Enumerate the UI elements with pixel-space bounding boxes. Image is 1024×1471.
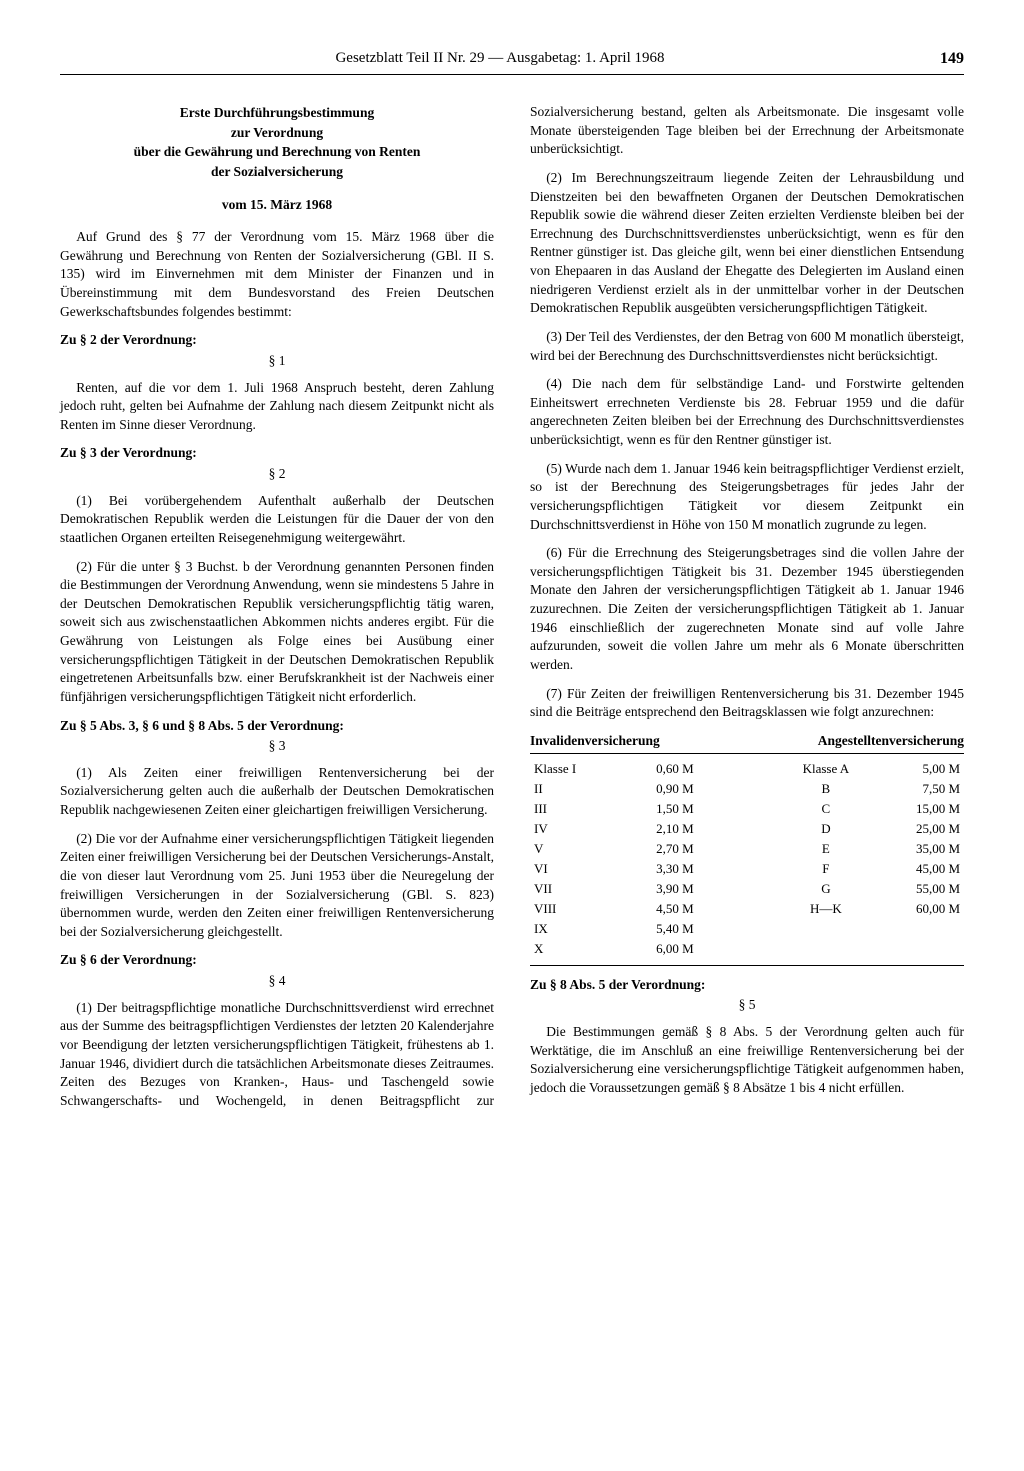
section-4-p6: (6) Für die Errechnung des Steigerungsbe…	[530, 544, 964, 674]
section-4-p7: (7) Für Zeiten der freiwilligen Rentenve…	[530, 685, 964, 722]
table-row: V2,70 ME35,00 M	[530, 839, 964, 859]
section-3-p2: (2) Die vor der Aufnahme einer versicher…	[60, 830, 494, 942]
page-number: 149	[940, 50, 964, 68]
section-5-ref: Zu § 8 Abs. 5 der Verordnung:	[530, 976, 964, 995]
section-3-ref: Zu § 5 Abs. 3, § 6 und § 8 Abs. 5 der Ve…	[60, 717, 494, 736]
table-row: Klasse I0,60 MKlasse A5,00 M	[530, 759, 964, 779]
section-4-num: § 4	[60, 972, 494, 991]
section-2-num: § 2	[60, 465, 494, 484]
section-1-ref: Zu § 2 der Verordnung:	[60, 331, 494, 350]
section-2-p2: (2) Für die unter § 3 Buchst. b der Vero…	[60, 558, 494, 707]
preamble: Auf Grund des § 77 der Verordnung vom 15…	[60, 228, 494, 321]
table-row: VI3,30 MF45,00 M	[530, 859, 964, 879]
page-header: Gesetzblatt Teil II Nr. 29 — Ausgabetag:…	[60, 50, 964, 75]
title-line-1: Erste Durchführungsbestimmung	[60, 104, 494, 123]
section-4-ref: Zu § 6 der Verordnung:	[60, 951, 494, 970]
title-line-2: zur Verordnung	[60, 124, 494, 143]
section-4-p2: (2) Im Berechnungszeitraum liegende Zeit…	[530, 169, 964, 318]
section-3-num: § 3	[60, 737, 494, 756]
section-3-p1: (1) Als Zeiten einer freiwilligen Renten…	[60, 764, 494, 820]
title-line-4: der Sozialversicherung	[60, 163, 494, 182]
table-row: VIII4,50 MH—K60,00 M	[530, 899, 964, 919]
title-block: Erste Durchführungsbestimmung zur Verord…	[60, 104, 494, 182]
contribution-table-body: Klasse I0,60 MKlasse A5,00 MII0,90 MB7,5…	[530, 759, 964, 958]
date-line: vom 15. März 1968	[60, 196, 494, 215]
table-row: III1,50 MC15,00 M	[530, 799, 964, 819]
header-title: Gesetzblatt Teil II Nr. 29 — Ausgabetag:…	[60, 50, 940, 68]
title-line-3: über die Gewährung und Berechnung von Re…	[60, 143, 494, 162]
table-row: IV2,10 MD25,00 M	[530, 819, 964, 839]
table-row: VII3,90 MG55,00 M	[530, 879, 964, 899]
section-2-p1: (1) Bei vorübergehendem Aufenthalt außer…	[60, 492, 494, 548]
table-head-left: Invalidenversicherung	[530, 732, 660, 751]
table-head-right: Angestelltenversicherung	[818, 732, 964, 751]
section-4-p3: (3) Der Teil des Verdienstes, der den Be…	[530, 328, 964, 365]
table-row: IX5,40 M	[530, 919, 964, 939]
section-5-p1: Die Bestimmungen gemäß § 8 Abs. 5 der Ve…	[530, 1023, 964, 1098]
document-body: Erste Durchführungsbestimmung zur Verord…	[60, 103, 964, 1110]
section-1-p1: Renten, auf die vor dem 1. Juli 1968 Ans…	[60, 379, 494, 435]
contribution-table: Invalidenversicherung Angestelltenversic…	[530, 732, 964, 966]
table-row: II0,90 MB7,50 M	[530, 779, 964, 799]
section-1-num: § 1	[60, 352, 494, 371]
section-2-ref: Zu § 3 der Verordnung:	[60, 444, 494, 463]
section-4-p4: (4) Die nach dem für selbständige Land- …	[530, 375, 964, 450]
section-5-num: § 5	[530, 996, 964, 1015]
section-4-p5: (5) Wurde nach dem 1. Januar 1946 kein b…	[530, 460, 964, 535]
table-row: X6,00 M	[530, 939, 964, 959]
